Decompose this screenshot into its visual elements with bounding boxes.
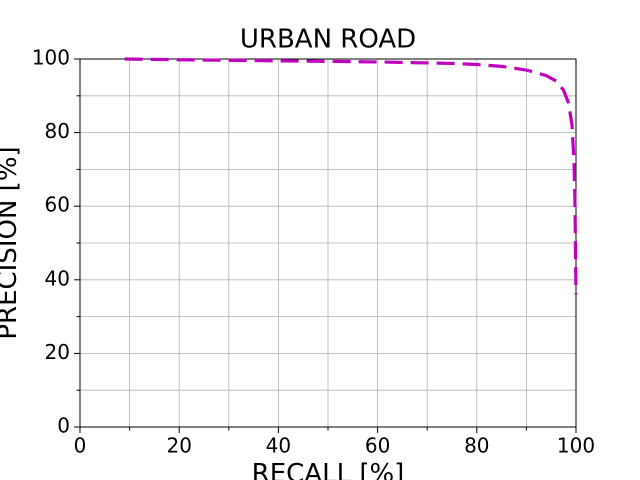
x-tick-label: 40 [266,434,291,458]
data-line [124,57,578,295]
y-tick-label: 0 [57,414,70,438]
y-tick-label: 100 [32,46,70,70]
x-axis-label: RECALL [%] [252,459,405,480]
y-tick-label: 20 [45,340,70,364]
y-tick-label: 40 [45,266,70,290]
chart-title: URBAN ROAD [240,25,416,55]
x-tick-label: 60 [365,434,390,458]
x-tick-label: 80 [464,434,489,458]
y-tick-label: 60 [45,193,70,217]
x-tick-label: 20 [166,434,191,458]
y-tick-label: 80 [45,119,70,143]
y-axis-label: PRECISION [%] [0,146,23,339]
x-tick-label: 100 [557,434,595,458]
x-tick-label: 0 [74,434,87,458]
